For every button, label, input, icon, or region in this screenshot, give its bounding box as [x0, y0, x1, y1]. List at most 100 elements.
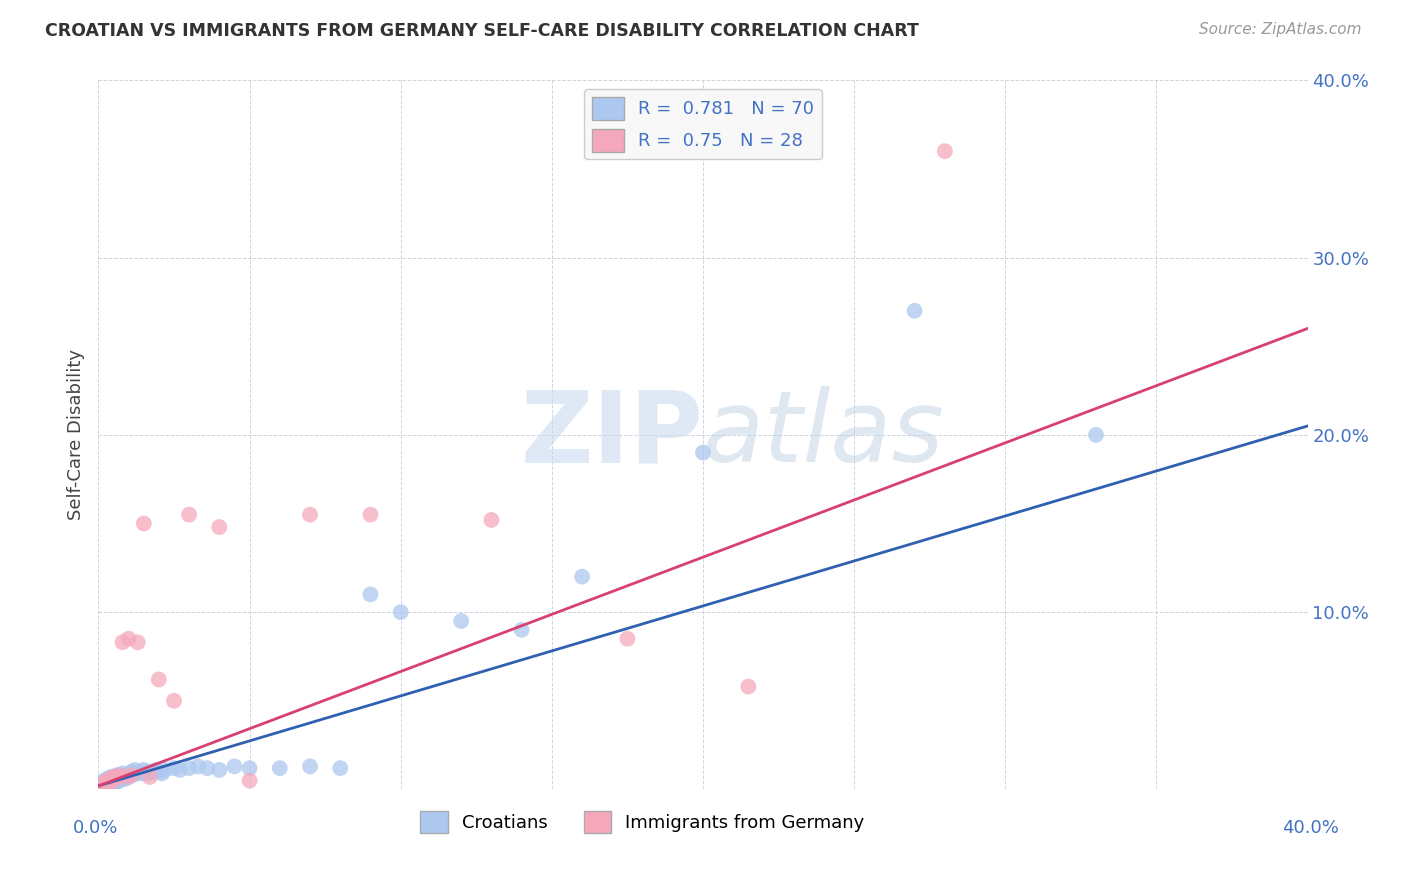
Point [114, 772, 136, 786]
Point [208, 520, 231, 534]
Point [904, 303, 927, 318]
Text: CROATIAN VS IMMIGRANTS FROM GERMANY SELF-CARE DISABILITY CORRELATION CHART: CROATIAN VS IMMIGRANTS FROM GERMANY SELF… [45, 22, 920, 40]
Point [481, 513, 503, 527]
Point [90, 779, 112, 793]
Point [163, 761, 186, 775]
Point [139, 766, 162, 780]
Point [148, 673, 170, 687]
Point [124, 763, 146, 777]
Point [96, 779, 118, 793]
Point [100, 773, 122, 788]
Point [121, 768, 143, 782]
Legend: Croatians, Immigrants from Germany: Croatians, Immigrants from Germany [413, 805, 872, 840]
Point [90, 775, 112, 789]
Point [737, 680, 759, 694]
Point [114, 768, 136, 782]
Point [169, 763, 191, 777]
Point [100, 775, 122, 789]
Point [224, 759, 246, 773]
Point [103, 770, 125, 784]
Point [360, 587, 382, 601]
Point [105, 775, 128, 789]
Point [132, 766, 155, 780]
Point [100, 770, 122, 784]
Point [195, 761, 218, 775]
Point [510, 623, 533, 637]
Point [121, 768, 143, 782]
Point [100, 772, 122, 786]
Point [208, 763, 231, 777]
Point [108, 768, 131, 782]
Point [93, 773, 115, 788]
Point [692, 445, 714, 459]
Point [96, 773, 118, 788]
Point [93, 775, 115, 789]
Point [103, 777, 125, 791]
Point [105, 768, 128, 782]
Point [179, 761, 201, 775]
Point [153, 763, 176, 777]
Point [93, 775, 115, 789]
Point [118, 632, 141, 646]
Point [111, 766, 134, 780]
Point [105, 772, 128, 786]
Point [93, 779, 115, 793]
Point [1085, 428, 1108, 442]
Point [118, 770, 141, 784]
Point [111, 770, 134, 784]
Point [103, 773, 125, 788]
Text: Source: ZipAtlas.com: Source: ZipAtlas.com [1198, 22, 1361, 37]
Point [100, 777, 122, 791]
Point [360, 508, 382, 522]
Point [145, 763, 167, 777]
Point [150, 766, 173, 780]
Point [108, 768, 131, 782]
Point [121, 764, 143, 779]
Point [103, 770, 125, 784]
Point [96, 772, 118, 786]
Point [96, 777, 118, 791]
Point [142, 764, 165, 779]
Point [90, 777, 112, 791]
Point [118, 766, 141, 780]
Point [90, 777, 112, 791]
Point [100, 775, 122, 789]
Point [124, 766, 146, 780]
Point [111, 772, 134, 786]
Point [239, 761, 262, 775]
Point [934, 144, 956, 159]
Point [148, 764, 170, 779]
Text: 40.0%: 40.0% [1282, 819, 1339, 837]
Point [129, 764, 152, 779]
Point [108, 773, 131, 788]
Text: atlas: atlas [703, 386, 945, 483]
Point [100, 772, 122, 786]
Point [132, 516, 155, 531]
Point [103, 772, 125, 786]
Point [163, 694, 186, 708]
Point [111, 635, 134, 649]
Point [571, 570, 593, 584]
Point [299, 759, 322, 773]
Point [616, 632, 638, 646]
Point [329, 761, 352, 775]
Point [103, 773, 125, 788]
Point [96, 775, 118, 789]
Point [103, 775, 125, 789]
Point [105, 770, 128, 784]
Point [127, 766, 149, 780]
Point [139, 770, 162, 784]
Point [96, 777, 118, 791]
Point [269, 761, 291, 775]
Point [105, 773, 128, 788]
Point [132, 763, 155, 777]
Point [187, 759, 209, 773]
Point [96, 773, 118, 788]
Point [239, 773, 262, 788]
Text: 0.0%: 0.0% [73, 819, 118, 837]
Point [299, 508, 322, 522]
Point [389, 605, 412, 619]
Point [93, 777, 115, 791]
Point [108, 772, 131, 786]
Point [450, 614, 472, 628]
